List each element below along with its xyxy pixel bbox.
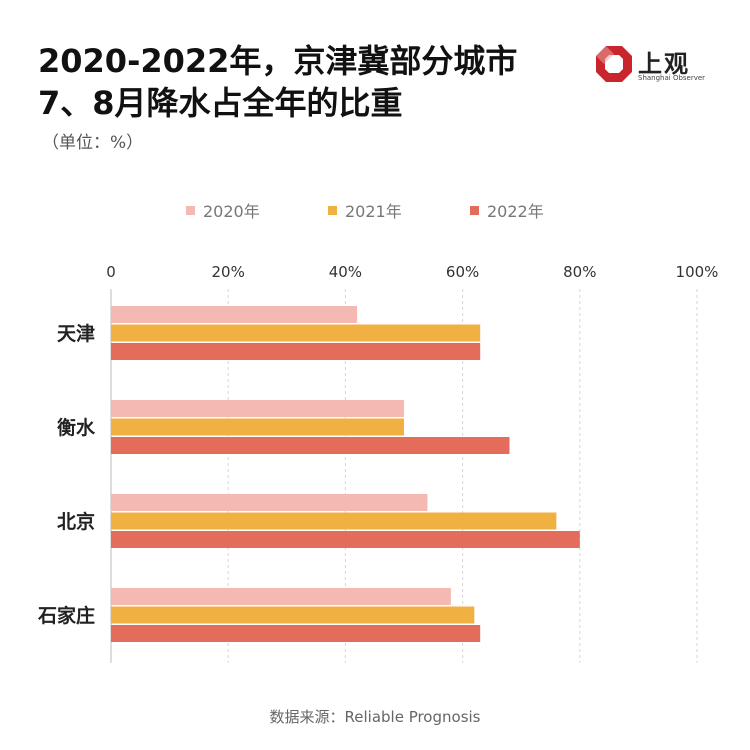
title-line-2: 7、8月降水占全年的比重	[38, 84, 403, 122]
legend-label: 2022年	[487, 202, 544, 221]
bar	[111, 625, 481, 642]
x-tick-label: 40%	[329, 263, 362, 281]
bar	[111, 400, 404, 417]
category-label: 衡水	[57, 416, 96, 439]
octagon-logo-icon	[596, 46, 632, 82]
bar	[111, 494, 428, 511]
x-tick-label: 20%	[212, 263, 245, 281]
logo-text-cn: 上观	[638, 50, 690, 78]
x-tick-label: 80%	[563, 263, 596, 281]
legend-label: 2021年	[345, 202, 402, 221]
legend-label: 2020年	[203, 202, 260, 221]
bar	[111, 418, 404, 436]
bar	[111, 531, 580, 548]
chart-title: 2020-2022年，京津冀部分城市 7、8月降水占全年的比重	[38, 40, 558, 124]
legend-swatch	[328, 206, 337, 215]
logo-text-en: Shanghai Observer	[638, 74, 706, 82]
bar	[111, 512, 557, 530]
bar	[111, 343, 481, 360]
category-label: 北京	[57, 510, 95, 533]
category-label: 石家庄	[37, 604, 95, 627]
x-tick-label: 60%	[446, 263, 479, 281]
unit-label: （单位：%）	[42, 133, 144, 153]
bar	[111, 324, 481, 342]
bar	[111, 437, 510, 454]
brand-logo: 上观 Shanghai Observer	[594, 44, 714, 88]
bar	[111, 306, 358, 323]
x-tick-label: 100%	[676, 263, 719, 281]
category-label: 天津	[57, 322, 95, 345]
x-tick-label: 0	[106, 263, 116, 281]
legend-swatch	[470, 206, 479, 215]
source-note: 数据来源：Reliable Prognosis	[269, 708, 481, 726]
bar	[111, 606, 475, 624]
legend-swatch	[186, 206, 195, 215]
bar-chart: 0 20% 40% 60% 80% 100% 2020年 2021年 2022年天津衡水北京石家…	[37, 202, 719, 663]
title-line-1: 2020-2022年，京津冀部分城市	[38, 42, 518, 80]
bar	[111, 588, 451, 605]
